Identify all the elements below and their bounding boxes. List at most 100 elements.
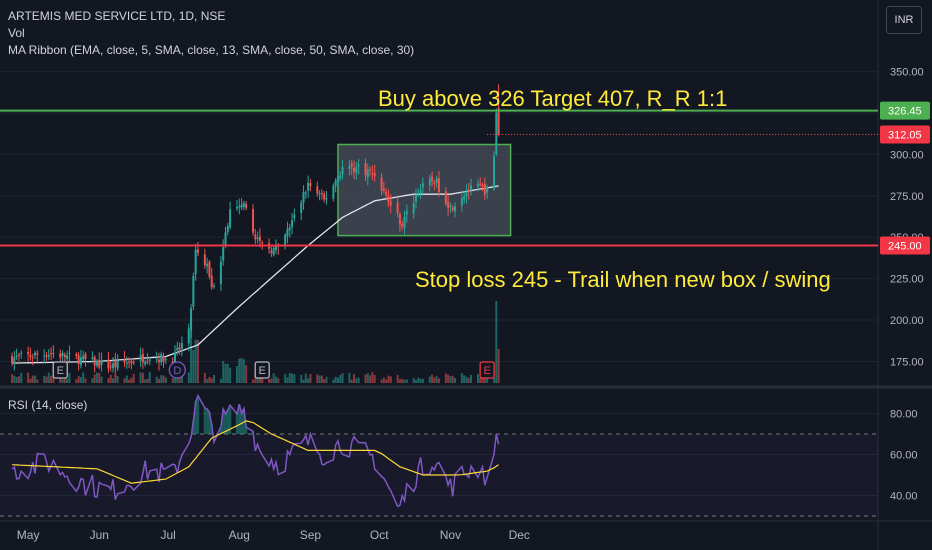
volume-bar	[417, 377, 420, 383]
volume-bar	[277, 378, 280, 383]
candle	[20, 352, 23, 354]
symbol-title[interactable]: ARTEMIS MED SERVICE LTD, 1D, NSE	[8, 9, 226, 23]
volume-bar	[123, 378, 126, 383]
volume-bar	[98, 372, 101, 383]
candle	[174, 351, 177, 364]
volume-bar	[222, 361, 225, 383]
volume-bar	[355, 378, 358, 383]
volume-bar	[17, 376, 20, 383]
volume-bar	[34, 375, 37, 383]
candle	[254, 234, 257, 240]
volume-bar	[371, 372, 374, 383]
volume-bar	[495, 301, 498, 383]
candle	[414, 195, 417, 202]
candle	[497, 108, 500, 135]
volume-bar	[84, 378, 87, 383]
candle	[465, 191, 468, 197]
volume-bar	[206, 379, 209, 383]
candle	[123, 359, 126, 363]
candle	[495, 112, 498, 155]
candle	[364, 163, 367, 176]
volume-bar	[433, 377, 436, 383]
volume-bar	[91, 378, 94, 383]
volume-bar	[435, 375, 438, 383]
candle	[155, 358, 158, 360]
event-marker-label: D	[173, 365, 181, 377]
volume-bar	[240, 357, 243, 383]
candle	[190, 308, 193, 331]
rsi-legend[interactable]: RSI (14, close)	[8, 398, 87, 412]
candle	[481, 184, 484, 187]
volume-bar	[82, 372, 85, 383]
volume-bar	[479, 377, 482, 383]
volume-bar	[36, 379, 39, 383]
volume-bar	[325, 376, 328, 383]
ma-ribbon-legend[interactable]: MA Ribbon (EMA, close, 5, SMA, close, 13…	[8, 43, 415, 57]
volume-bar	[155, 376, 158, 383]
candle	[339, 175, 342, 178]
volume-bar	[128, 379, 131, 383]
candle	[178, 347, 181, 350]
price-axis: 175.00200.00225.00250.00275.00300.00325.…	[880, 67, 930, 502]
volume-bar	[380, 379, 383, 383]
volume-bar	[405, 379, 408, 383]
candle	[144, 361, 147, 365]
volume-bar	[192, 349, 195, 383]
candle	[82, 355, 85, 360]
candle	[93, 357, 96, 366]
volume-bar	[144, 379, 147, 383]
volume-bar	[114, 373, 117, 383]
candle	[449, 205, 452, 207]
candle	[245, 204, 248, 209]
candle	[226, 226, 229, 233]
candle	[180, 343, 183, 349]
volume-bar	[116, 376, 119, 383]
volume-bar	[242, 359, 245, 383]
volume-bar	[389, 376, 392, 383]
candle	[451, 207, 454, 211]
volume-bar	[59, 376, 62, 383]
candle	[389, 201, 392, 206]
volume-bar	[50, 375, 53, 383]
candle	[13, 357, 16, 364]
volume-bar	[460, 373, 463, 383]
volume-bar	[132, 373, 135, 383]
volume-bar	[401, 378, 404, 383]
earnings-marker	[479, 361, 495, 379]
volume-bar	[323, 379, 326, 383]
candle	[435, 178, 438, 184]
rsi-tick-label: 40.00	[890, 490, 918, 502]
time-tick-label: Jun	[90, 528, 109, 542]
candle	[213, 285, 216, 287]
candle	[355, 167, 358, 173]
candle	[447, 201, 450, 209]
volume-legend[interactable]: Vol	[8, 26, 25, 40]
volume-bar	[449, 376, 452, 383]
volume-bar	[61, 379, 64, 383]
volume-bar	[467, 378, 470, 383]
candle	[27, 351, 30, 355]
candle	[146, 361, 149, 363]
volume-bar	[304, 373, 307, 383]
candle	[318, 193, 321, 195]
candle	[316, 186, 319, 194]
candle	[34, 352, 37, 356]
candle	[107, 359, 110, 369]
candle	[59, 353, 62, 358]
candle	[431, 176, 434, 182]
candle	[187, 328, 190, 344]
candle	[396, 202, 399, 213]
currency-button[interactable]: INR	[886, 6, 922, 34]
candle	[371, 172, 374, 174]
volume-bar	[293, 374, 296, 383]
candle	[433, 182, 436, 184]
candle	[109, 366, 112, 368]
volume-bar	[300, 374, 303, 383]
volume-bar	[385, 379, 388, 383]
candle	[47, 354, 50, 357]
earnings-marker	[52, 361, 68, 379]
candle	[334, 180, 337, 187]
volume-bar	[171, 378, 174, 383]
volume-bar	[107, 378, 110, 383]
